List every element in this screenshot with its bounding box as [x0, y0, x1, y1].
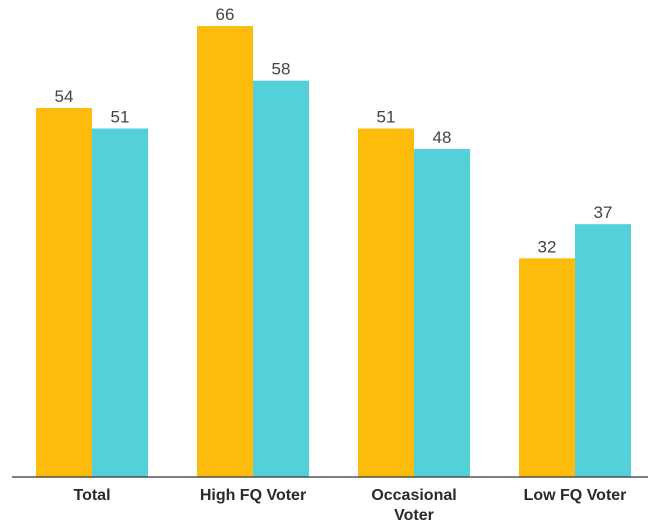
bar-low-fq-voter-series-2 — [575, 224, 631, 477]
value-label: 51 — [111, 108, 130, 127]
bars-layer — [36, 26, 631, 478]
bar-high-fq-voter-series-1 — [197, 26, 253, 477]
value-label: 54 — [55, 87, 74, 106]
category-label-line: Voter — [394, 507, 434, 524]
bar-occasional-voter-series-1 — [358, 128, 414, 477]
value-label: 66 — [216, 5, 235, 24]
category-label-line: Occasional — [371, 487, 456, 504]
category-label: Occasional Voter — [371, 487, 456, 524]
value-label: 32 — [538, 237, 557, 256]
category-label-line: Total — [73, 487, 110, 504]
category-labels-layer: Total High FQ Voter Occasional Voter Low FQ … — [73, 487, 626, 524]
category-label: Low FQ Voter — [524, 487, 627, 504]
category-label: Total — [73, 487, 110, 504]
value-label: 48 — [433, 128, 452, 147]
bar-total-series-2 — [92, 128, 148, 477]
value-label: 58 — [272, 60, 291, 79]
bar-high-fq-voter-series-2 — [253, 80, 309, 478]
value-label: 51 — [377, 108, 396, 127]
value-labels-layer: 54 51 66 58 51 48 32 37 — [55, 5, 613, 256]
bar-total-series-1 — [36, 108, 92, 477]
bar-occasional-voter-series-2 — [414, 149, 470, 477]
category-label-line: High FQ Voter — [200, 487, 306, 504]
category-label: High FQ Voter — [200, 487, 306, 504]
bar-low-fq-voter-series-1 — [519, 258, 575, 477]
category-label-line: Low FQ Voter — [524, 487, 627, 504]
value-label: 37 — [594, 203, 613, 222]
